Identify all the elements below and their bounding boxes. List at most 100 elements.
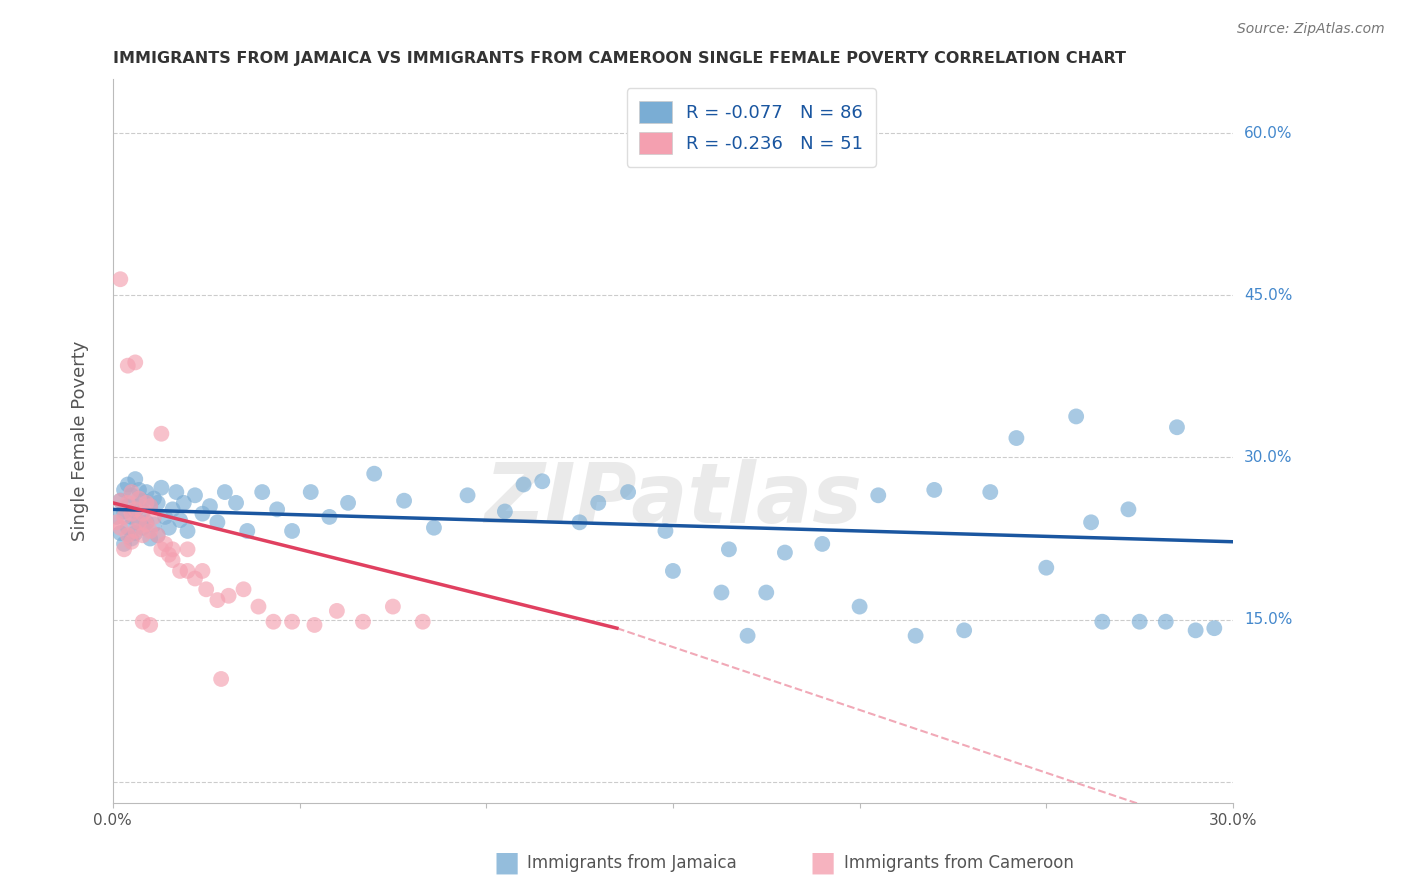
Text: Immigrants from Jamaica: Immigrants from Jamaica [527, 854, 737, 871]
Text: Source: ZipAtlas.com: Source: ZipAtlas.com [1237, 22, 1385, 37]
Point [110, 521, 132, 535]
Point [124, 502, 146, 516]
Point [146, 528, 169, 542]
Point [979, 485, 1001, 500]
Point [162, 553, 184, 567]
Point [1184, 624, 1206, 638]
Point [117, 528, 139, 542]
Point [150, 542, 173, 557]
Point [710, 585, 733, 599]
Point [953, 624, 976, 638]
Point [117, 496, 139, 510]
Point [250, 485, 273, 500]
Point [1005, 431, 1028, 445]
Text: ■: ■ [494, 848, 519, 877]
Point [176, 542, 198, 557]
Point [643, 127, 665, 141]
Point [110, 493, 132, 508]
Point [128, 516, 150, 530]
Legend: R = -0.077   N = 86, R = -0.236   N = 51: R = -0.077 N = 86, R = -0.236 N = 51 [627, 88, 876, 167]
Point [142, 491, 165, 506]
Point [112, 504, 135, 518]
Point [207, 516, 229, 530]
Point [225, 496, 247, 510]
Point [117, 359, 139, 373]
Point [868, 488, 890, 502]
Point [139, 499, 162, 513]
Point [132, 521, 155, 535]
Point [195, 582, 218, 597]
Point [173, 496, 195, 510]
Point [1080, 516, 1102, 530]
Point [1091, 615, 1114, 629]
Point [326, 604, 349, 618]
Text: 60.0%: 60.0% [1244, 126, 1292, 141]
Point [586, 496, 609, 510]
Point [162, 502, 184, 516]
Point [737, 629, 759, 643]
Point [128, 491, 150, 506]
Point [218, 589, 240, 603]
Point [1129, 615, 1152, 629]
Point [135, 517, 157, 532]
Point [662, 564, 685, 578]
Point [124, 526, 146, 541]
Point [132, 507, 155, 521]
Point [150, 426, 173, 441]
Point [128, 483, 150, 497]
Point [142, 517, 165, 532]
Point [157, 548, 180, 562]
Point [848, 599, 870, 614]
Point [318, 509, 340, 524]
Point [110, 493, 132, 508]
Point [281, 615, 304, 629]
Point [247, 599, 270, 614]
Point [121, 485, 143, 500]
Text: ■: ■ [810, 848, 835, 877]
Point [121, 534, 143, 549]
Point [191, 507, 214, 521]
Point [150, 481, 173, 495]
Point [191, 564, 214, 578]
Point [110, 272, 132, 286]
Point [128, 516, 150, 530]
Point [157, 521, 180, 535]
Point [121, 507, 143, 521]
Point [169, 564, 191, 578]
Y-axis label: Single Female Poverty: Single Female Poverty [72, 341, 89, 541]
Point [139, 524, 162, 538]
Point [512, 477, 534, 491]
Point [207, 593, 229, 607]
Point [904, 629, 927, 643]
Point [165, 485, 187, 500]
Point [146, 496, 169, 510]
Point [121, 509, 143, 524]
Point [423, 521, 446, 535]
Point [124, 472, 146, 486]
Point [198, 499, 221, 513]
Point [124, 504, 146, 518]
Point [381, 599, 404, 614]
Point [146, 528, 169, 542]
Point [110, 526, 132, 541]
Point [755, 585, 778, 599]
Point [922, 483, 945, 497]
Point [299, 485, 322, 500]
Point [617, 485, 640, 500]
Point [121, 488, 143, 502]
Point [352, 615, 374, 629]
Point [117, 499, 139, 513]
Point [304, 618, 326, 632]
Point [457, 488, 479, 502]
Text: 30.0%: 30.0% [1244, 450, 1292, 465]
Point [153, 509, 176, 524]
Point [392, 493, 415, 508]
Point [1118, 502, 1140, 516]
Point [112, 483, 135, 497]
Point [337, 496, 360, 510]
Point [1204, 621, 1226, 635]
Point [531, 475, 554, 489]
Point [105, 509, 128, 524]
Point [121, 532, 143, 546]
Point [139, 618, 162, 632]
